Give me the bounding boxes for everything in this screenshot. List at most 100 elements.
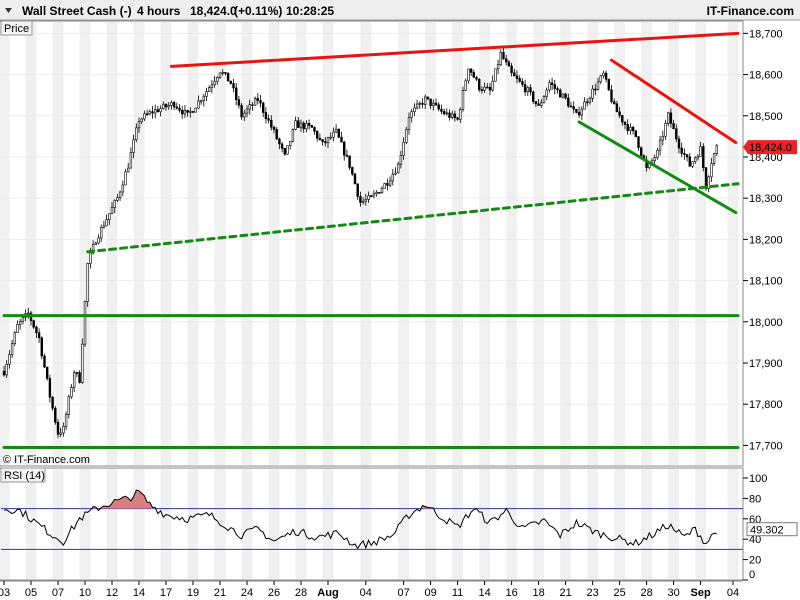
price-tick-label: 18,700 bbox=[749, 28, 783, 40]
candle-body bbox=[51, 396, 54, 409]
time-tick-label: 17 bbox=[160, 587, 172, 599]
candle-body bbox=[216, 77, 219, 82]
candle-body bbox=[32, 320, 35, 328]
candle-body bbox=[116, 197, 119, 201]
time-tick-label: 03 bbox=[0, 587, 10, 599]
candle-body bbox=[97, 237, 100, 244]
candle-body bbox=[561, 93, 565, 98]
candle-body bbox=[256, 98, 259, 101]
price-stripe bbox=[695, 22, 706, 465]
candle-body bbox=[610, 89, 613, 102]
rsi-stripe bbox=[560, 469, 571, 579]
candle-body bbox=[140, 118, 143, 123]
candle-body bbox=[459, 109, 462, 120]
candle-body bbox=[445, 112, 448, 115]
candle-body bbox=[156, 109, 160, 113]
candle-body bbox=[564, 93, 567, 99]
candle-body bbox=[693, 157, 697, 163]
candle-body bbox=[475, 77, 478, 80]
rsi-stripe bbox=[398, 469, 409, 579]
candle-body bbox=[596, 81, 600, 90]
candle-body bbox=[348, 155, 351, 168]
candle-body bbox=[164, 103, 168, 108]
price-candles bbox=[2, 47, 719, 438]
rsi-stripe bbox=[79, 469, 91, 579]
candle-body bbox=[18, 321, 22, 325]
candle-body bbox=[218, 72, 222, 78]
time-tick-label: 25 bbox=[613, 587, 625, 599]
candle-body bbox=[167, 105, 170, 108]
candle-body bbox=[442, 111, 446, 115]
candle-body bbox=[599, 75, 602, 83]
candle-body bbox=[639, 147, 643, 156]
time-tick-label: Sep bbox=[691, 587, 711, 599]
candle-body bbox=[326, 137, 330, 144]
candle-body bbox=[37, 332, 41, 339]
candle-body bbox=[261, 102, 265, 113]
candle-body bbox=[699, 146, 702, 157]
candle-body bbox=[386, 183, 389, 186]
candle-body bbox=[534, 101, 538, 105]
candle-body bbox=[305, 123, 308, 130]
time-tick-label: 14 bbox=[478, 587, 490, 599]
candle-body bbox=[480, 89, 484, 92]
candle-body bbox=[2, 370, 6, 376]
candle-body bbox=[656, 149, 659, 158]
candle-body bbox=[16, 324, 19, 333]
candle-body bbox=[110, 207, 114, 215]
time-tick-label: 07 bbox=[397, 587, 409, 599]
candle-body bbox=[707, 176, 710, 189]
time-tick-label: 18 bbox=[532, 587, 544, 599]
menu-arrow-icon[interactable] bbox=[5, 8, 12, 13]
price-stripe bbox=[425, 22, 436, 465]
candle-body bbox=[75, 372, 79, 374]
time-tick-label: 16 bbox=[505, 587, 517, 599]
price-tick-label: 18,500 bbox=[749, 111, 783, 123]
candle-body bbox=[132, 139, 135, 153]
price-grid bbox=[1, 32, 743, 446]
rsi-current-label: 49.302 bbox=[750, 525, 784, 537]
candle-body bbox=[62, 425, 65, 434]
candle-body bbox=[710, 163, 713, 178]
candle-body bbox=[118, 191, 122, 198]
candle-body bbox=[677, 138, 681, 149]
candle-body bbox=[626, 124, 629, 131]
candle-body bbox=[712, 153, 716, 164]
candle-body bbox=[315, 131, 319, 139]
candle-body bbox=[310, 125, 313, 128]
time-tick-label: Aug bbox=[317, 587, 338, 599]
time-axis: 03 05 07 10 12 14 17 19 21 24 26 28 Aug 04 07 09 11 14 16 1… bbox=[0, 581, 739, 599]
menu-arrow-hotspot[interactable] bbox=[2, 4, 15, 17]
rsi-line bbox=[3, 489, 717, 550]
rsi-stripe bbox=[241, 469, 253, 579]
candle-body bbox=[199, 100, 203, 103]
candle-body bbox=[253, 98, 257, 106]
candle-body bbox=[83, 301, 87, 345]
price-tick-label: 17,800 bbox=[749, 399, 783, 411]
candle-body bbox=[558, 89, 562, 98]
candle-body bbox=[40, 337, 44, 357]
time-tick-label: 28 bbox=[295, 587, 307, 599]
source-name: IT-Finance.com bbox=[707, 4, 794, 18]
candle-body bbox=[413, 107, 416, 112]
candle-body bbox=[148, 111, 151, 115]
candle-body bbox=[73, 372, 76, 388]
price-stripe bbox=[560, 22, 571, 465]
candle-body bbox=[59, 432, 62, 435]
candle-body bbox=[329, 136, 332, 139]
rsi-tick-label: 40 bbox=[749, 534, 761, 546]
candle-body bbox=[664, 123, 667, 137]
candle-body bbox=[472, 72, 475, 78]
candle-body bbox=[183, 109, 187, 115]
candle-body bbox=[313, 127, 316, 132]
candle-body bbox=[342, 141, 346, 156]
candle-body bbox=[251, 104, 254, 106]
candle-body bbox=[70, 387, 73, 398]
price-stripe bbox=[295, 22, 307, 465]
rsi-stripe bbox=[187, 469, 199, 579]
candle-body bbox=[291, 128, 295, 142]
candle-body bbox=[172, 102, 176, 108]
candle-body bbox=[8, 354, 11, 365]
time-tick-label: 21 bbox=[559, 587, 571, 599]
